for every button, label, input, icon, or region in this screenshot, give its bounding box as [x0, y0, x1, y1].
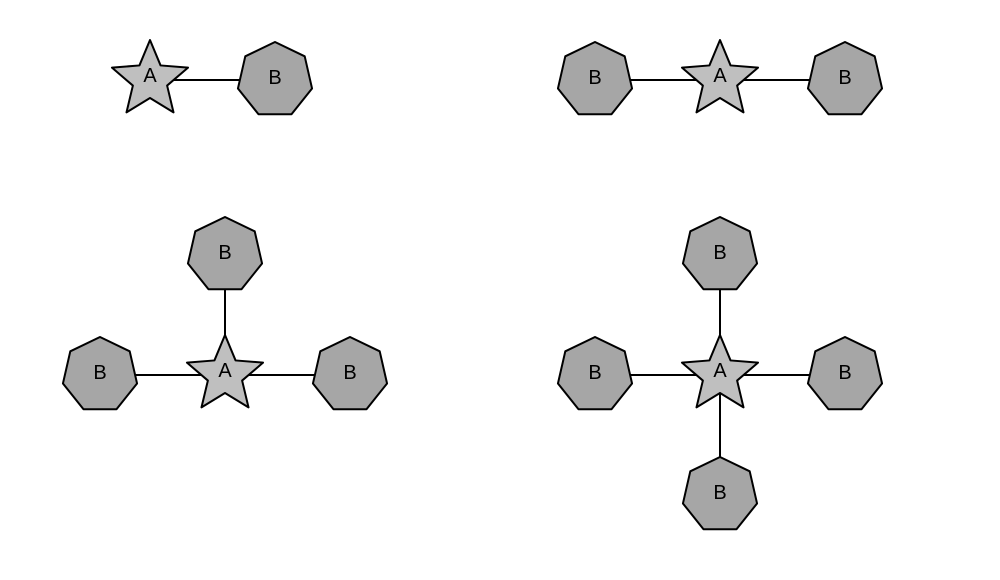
heptagon-node: B — [238, 42, 312, 114]
heptagon-node: B — [558, 337, 632, 409]
node-label: A — [143, 65, 157, 87]
node-label: B — [713, 482, 726, 504]
node-label: B — [218, 242, 231, 264]
heptagon-node: B — [683, 217, 757, 289]
node-label: B — [93, 362, 106, 384]
panel-ab1: AB — [112, 40, 312, 114]
node-label: A — [713, 65, 727, 87]
panel-ab3: A B B B — [63, 217, 387, 409]
node-label: B — [343, 362, 356, 384]
star-node: A — [187, 335, 263, 407]
heptagon-node: B — [558, 42, 632, 114]
heptagon-node: B — [313, 337, 387, 409]
node-label: B — [713, 242, 726, 264]
heptagon-node: B — [683, 457, 757, 529]
diagram-canvas: ABBABABBBABBBB — [0, 0, 1000, 580]
node-label: B — [588, 67, 601, 89]
node-label: A — [713, 360, 727, 382]
node-label: B — [838, 67, 851, 89]
node-label: B — [838, 362, 851, 384]
heptagon-node: B — [808, 42, 882, 114]
node-label: B — [268, 67, 281, 89]
heptagon-node: B — [808, 337, 882, 409]
panel-ab4: A B B B B — [558, 217, 882, 529]
star-node: A — [682, 40, 758, 112]
node-label: A — [218, 360, 232, 382]
star-node: A — [112, 40, 188, 112]
heptagon-node: B — [63, 337, 137, 409]
heptagon-node: B — [188, 217, 262, 289]
node-label: B — [588, 362, 601, 384]
panel-ab2: BAB — [558, 40, 882, 114]
